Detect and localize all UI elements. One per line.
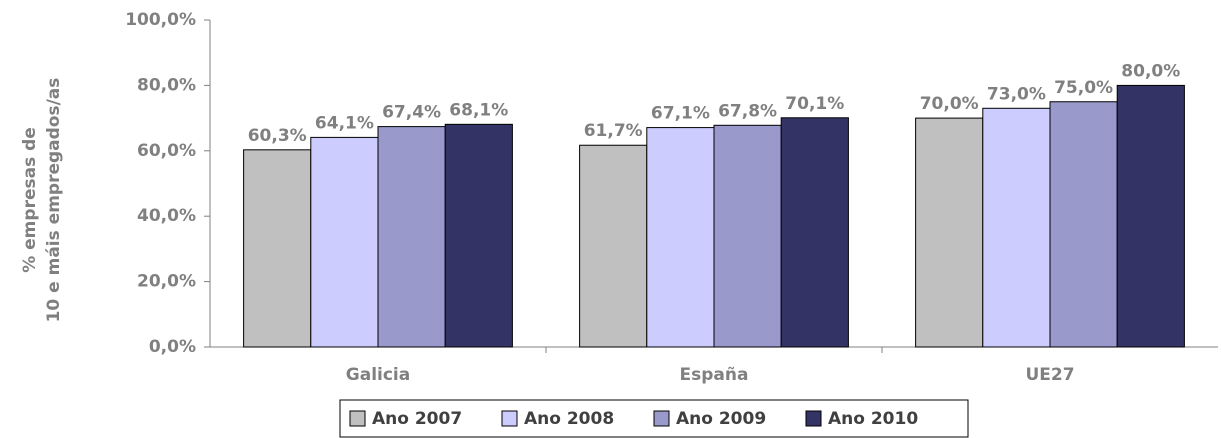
y-tick-label: 60,0% (137, 141, 196, 161)
data-label: 70,0% (920, 94, 979, 114)
legend-label: Ano 2008 (524, 409, 614, 429)
x-tick-label: Galicia (346, 365, 410, 385)
bar (1116, 84, 1185, 348)
legend-swatch (349, 410, 366, 427)
bar (780, 117, 849, 348)
data-label: 61,7% (584, 121, 643, 141)
bar (646, 127, 715, 348)
legend-label: Ano 2010 (828, 409, 918, 429)
legend-swatch (653, 410, 670, 427)
y-tick-label: 80,0% (137, 75, 196, 95)
data-label: 68,1% (449, 100, 508, 120)
bar (713, 124, 782, 348)
bar (579, 144, 648, 348)
data-label: 60,3% (248, 126, 307, 146)
data-label: 73,0% (987, 84, 1046, 104)
data-label: 67,1% (651, 104, 710, 124)
y-axis-label: 10 e máis empregados/as (44, 78, 64, 323)
y-tick-label: 20,0% (137, 272, 196, 292)
bar (915, 117, 984, 348)
bar (243, 149, 312, 348)
legend-swatch (501, 410, 518, 427)
data-label: 67,8% (718, 101, 777, 121)
y-tick-label: 40,0% (137, 206, 196, 226)
legend-swatch (805, 410, 822, 427)
bar (444, 123, 513, 348)
data-label: 80,0% (1121, 61, 1180, 81)
data-label: 67,4% (382, 103, 441, 123)
y-axis-label: % empresas de (20, 127, 40, 273)
legend-label: Ano 2009 (676, 409, 766, 429)
data-label: 75,0% (1054, 78, 1113, 98)
y-tick-label: 0,0% (149, 337, 196, 357)
bar (1049, 101, 1118, 348)
bar (982, 107, 1051, 348)
bar (310, 136, 379, 348)
x-tick-label: España (680, 365, 749, 385)
x-tick-label: UE27 (1025, 365, 1074, 385)
bar (377, 126, 446, 348)
y-tick-label: 100,0% (125, 10, 196, 30)
data-label: 64,1% (315, 113, 374, 133)
data-label: 70,1% (785, 94, 844, 114)
legend-label: Ano 2007 (372, 409, 462, 429)
